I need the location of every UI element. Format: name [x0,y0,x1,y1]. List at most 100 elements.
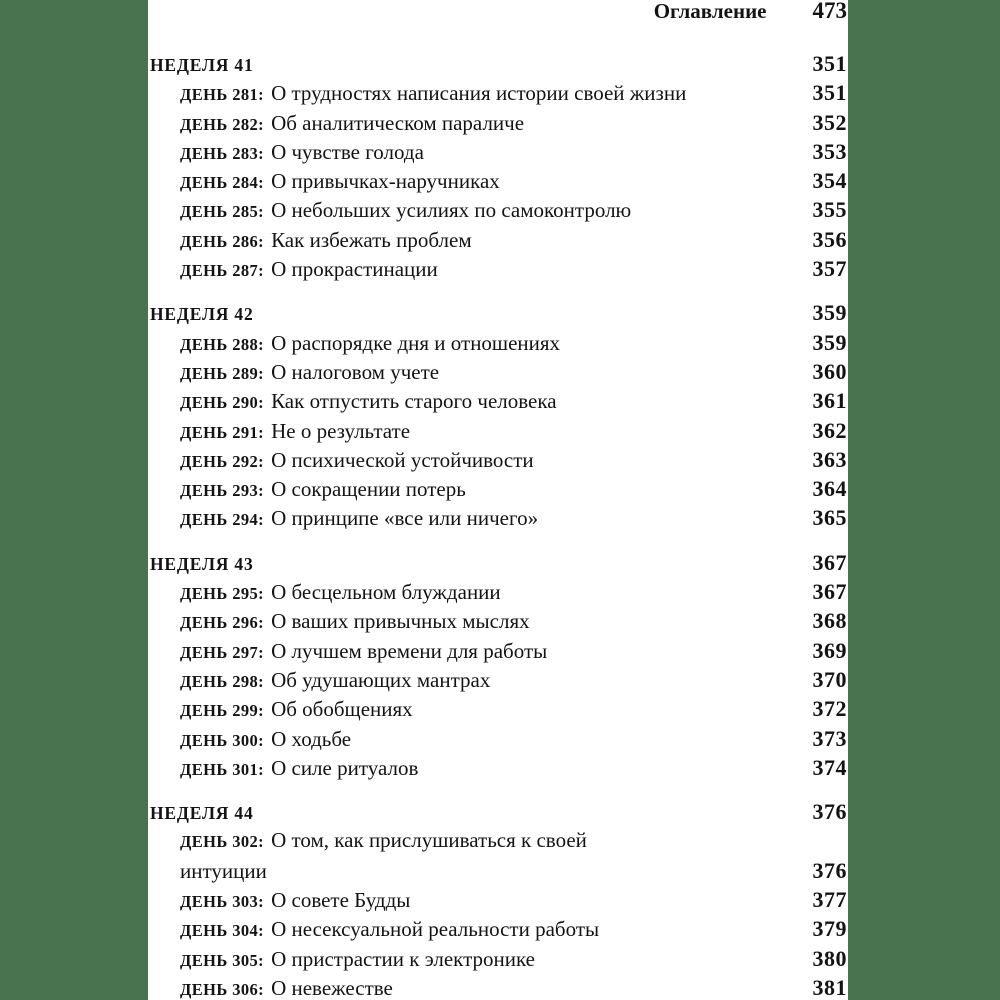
week-page-number: 351 [812,51,847,76]
day-title: О том, как прислушиваться к своей [271,828,587,853]
day-title: О ходьбе [271,726,352,751]
day-page-number: 352 [812,109,847,135]
day-entry-row: ДЕНЬ 293: О сокращении потерь 364 [150,474,847,503]
day-number-label: ДЕНЬ 293: [180,481,265,501]
week-label: НЕДЕЛЯ 41 [150,55,254,75]
day-number-label: ДЕНЬ 295: [180,584,265,604]
week-label: НЕДЕЛЯ 43 [150,553,254,574]
day-entry-row: ДЕНЬ 286: Как избежать проблем 356 [150,225,847,254]
day-title: Об удушающих мантрах [271,667,491,692]
day-number-label: ДЕНЬ 288: [180,334,265,354]
week-page-number: 359 [812,300,847,326]
day-number-label: ДЕНЬ 301: [180,759,265,779]
week-block: НЕДЕЛЯ 44 376 ДЕНЬ 302: О том, как прислуши… [150,797,847,1000]
day-page-number: 351 [812,80,847,106]
day-entry-row: ДЕНЬ 288: О распорядке дня и отношениях 35… [150,328,847,357]
day-title: Как отпустить старого человека [271,389,557,414]
day-page-number: 353 [812,138,847,164]
day-title: О принципе «все или ничего» [271,506,539,531]
day-title: О прокрастинации [271,257,438,282]
day-title: О чувстве голода [271,139,424,164]
day-title: Не о результате [271,418,411,443]
day-number-label: ДЕНЬ 304: [180,921,265,941]
day-title: О совете Будды [271,888,411,913]
day-number-label: ДЕНЬ 287: [180,261,265,281]
day-entry-row: ДЕНЬ 292: О психической устойчивости 363 [150,445,847,474]
day-page-number: 360 [812,358,847,384]
day-title: Об обобщениях [271,697,413,722]
day-entry-row: ДЕНЬ 300: О ходьбе 373 [150,724,847,753]
day-page-number: 356 [812,226,847,252]
toc-header-page-number: 473 [812,0,848,23]
day-title: О трудностях написания истории своей жиз… [271,81,687,106]
day-title: О налоговом учете [271,359,440,384]
day-entry-row: ДЕНЬ 290: Как отпустить старого человека 3… [150,386,847,415]
day-entry-row: ДЕНЬ 296: О ваших привычных мыслях 368 [150,606,847,635]
day-page-number: 373 [812,725,847,751]
day-page-number: 365 [812,505,847,531]
day-page-number: 363 [812,446,847,472]
day-page-number: 369 [812,637,847,663]
week-block: НЕДЕЛЯ 41 351 ДЕНЬ 281: О трудностях написа… [150,49,847,283]
day-entry-row: ДЕНЬ 298: Об удушающих мантрах 370 [150,665,847,694]
day-number-label: ДЕНЬ 297: [180,642,265,662]
week-page-number: 367 [812,549,847,575]
day-title: О распорядке дня и отношениях [271,330,561,355]
day-page-number: 374 [812,754,847,780]
day-title: О силе ритуалов [271,755,419,780]
day-page-number: 355 [812,197,847,223]
day-number-label: ДЕНЬ 289: [180,363,265,383]
day-entry-row: ДЕНЬ 306: О невежестве 381 [150,973,847,1000]
day-page-number: 381 [812,974,847,1000]
day-title: О психической устойчивости [271,447,534,472]
week-block: НЕДЕЛЯ 42 359 ДЕНЬ 288: О распорядке дня и … [150,298,847,532]
day-title: О привычках-наручниках [271,169,500,194]
day-entry-row: ДЕНЬ 285: О небольших усилиях по самоконт… [150,195,847,224]
week-label: НЕДЕЛЯ 44 [150,803,254,824]
day-title: О ваших привычных мыслях [271,609,530,634]
week-page-number: 376 [812,799,847,825]
day-entry-row: ДЕНЬ 281: О трудностях написания истории … [150,78,847,107]
day-page-number: 368 [812,608,847,634]
book-page: Оглавление 473 НЕДЕЛЯ 41 351 ДЕНЬ 281: О тр… [148,0,848,1000]
day-title: О небольших усилиях по самоконтролю [271,198,632,223]
day-title: Как избежать проблем [271,227,472,252]
day-title: О сокращении потерь [271,477,466,502]
day-entry-row: ДЕНЬ 301: О силе ритуалов 374 [150,753,847,782]
day-page-number: 357 [812,256,847,282]
day-entry-row: ДЕНЬ 282: Об аналитическом параличе 352 [150,108,847,137]
day-number-label: ДЕНЬ 285: [180,202,265,222]
day-number-label: ДЕНЬ 300: [180,730,265,750]
day-number-label: ДЕНЬ 298: [180,671,265,691]
day-title: О бесцельном блуждании [271,580,501,605]
day-page-number: 380 [812,945,847,971]
day-entry-row: ДЕНЬ 284: О привычках-наручниках 354 [150,166,847,195]
day-number-label: ДЕНЬ 281: [180,85,265,105]
toc-header: Оглавление 473 [150,0,847,23]
day-page-number: 364 [812,476,847,502]
week-heading-row: НЕДЕЛЯ 42 359 [150,298,847,327]
day-page-number: 377 [812,887,847,913]
day-entry-row: ДЕНЬ 305: О пристрастии к электронике 380 [150,944,847,973]
day-number-label: ДЕНЬ 286: [180,231,265,251]
day-entry-row: ДЕНЬ 299: Об обобщениях 372 [150,694,847,723]
week-block: НЕДЕЛЯ 43 367 ДЕНЬ 295: О бесцельном блужда… [150,548,847,782]
day-number-label: ДЕНЬ 292: [180,451,265,471]
week-label: НЕДЕЛЯ 42 [150,304,254,325]
day-number-label: ДЕНЬ 306: [180,979,265,999]
day-number-label: ДЕНЬ 294: [180,510,265,530]
day-number-label: ДЕНЬ 290: [180,393,265,413]
day-page-number: 376 [812,857,847,883]
day-title: О невежестве [271,975,393,1000]
week-heading-row: НЕДЕЛЯ 43 367 [150,548,847,577]
day-entry-row: ДЕНЬ 297: О лучшем времени для работы 369 [150,636,847,665]
day-page-number: 354 [812,168,847,194]
day-page-number: 367 [812,579,847,605]
week-heading-row: НЕДЕЛЯ 44 376 [150,797,847,826]
day-entry-row: ДЕНЬ 295: О бесцельном блуждании 367 [150,577,847,606]
day-title: интуиции [180,858,267,883]
day-entry-row: ДЕНЬ 291: Не о результате 362 [150,416,847,445]
day-number-label: ДЕНЬ 299: [180,701,265,721]
day-page-number: 370 [812,666,847,692]
